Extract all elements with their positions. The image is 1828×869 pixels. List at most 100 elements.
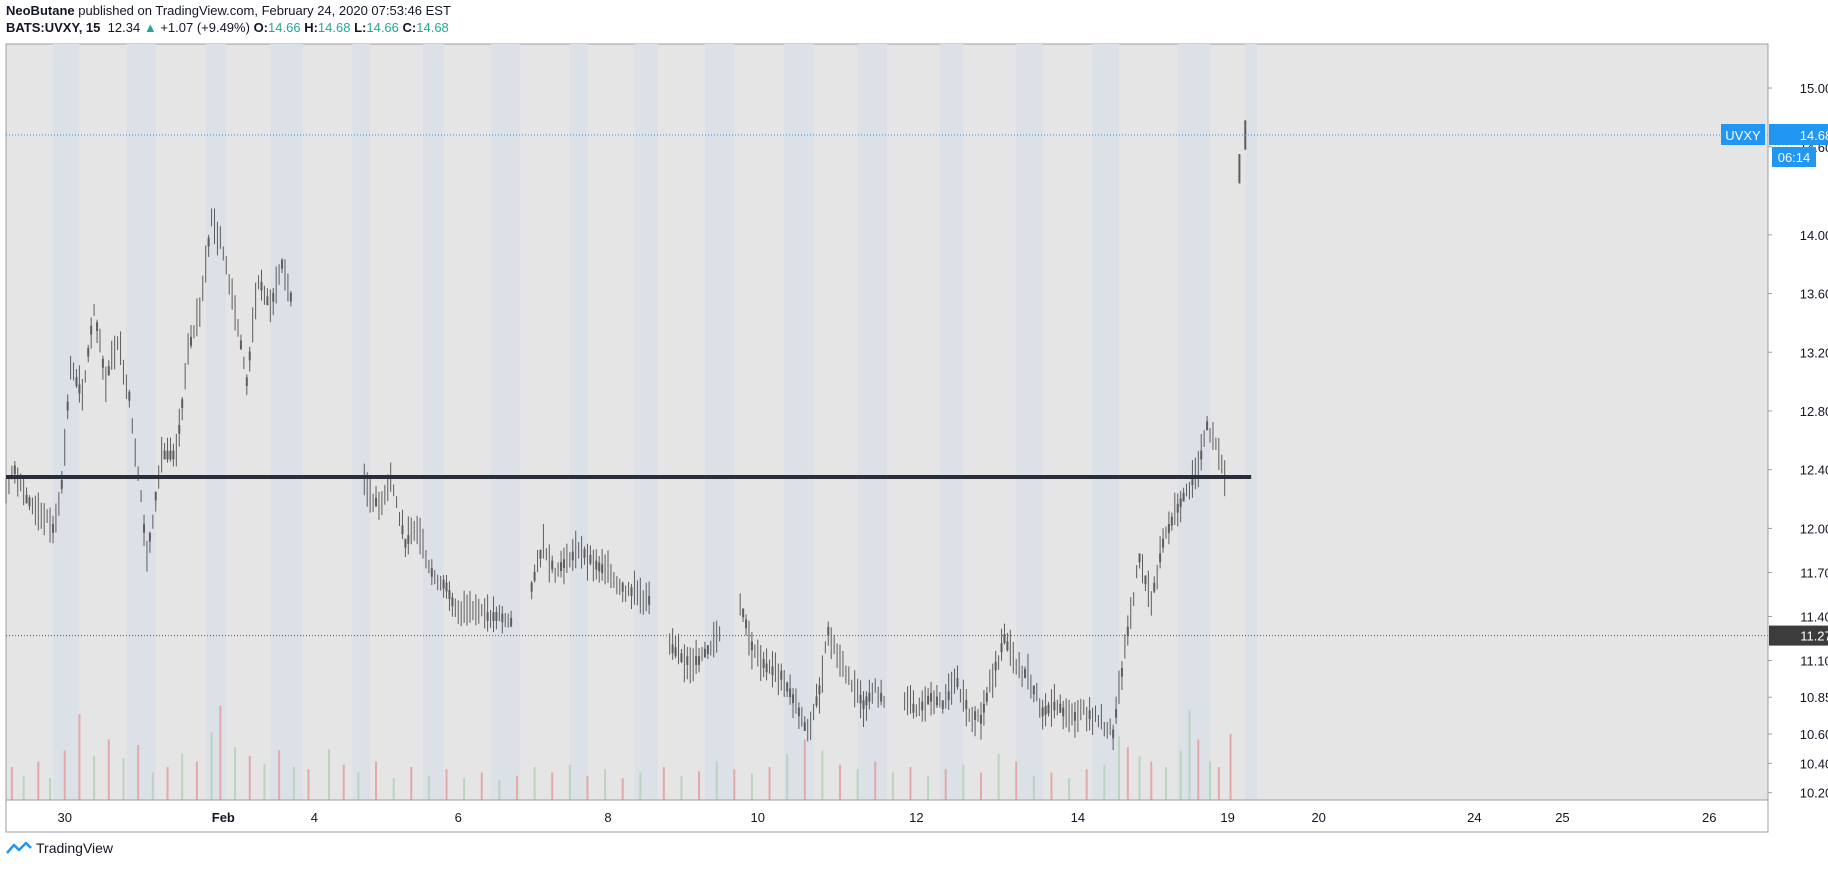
volume-bar <box>662 767 665 800</box>
session-band <box>126 44 156 800</box>
y-tick-label: 10.85 <box>1800 690 1828 705</box>
low-value: 14.66 <box>366 20 399 35</box>
candle-body <box>865 696 868 706</box>
candle-body <box>562 559 565 569</box>
y-tick-label: 10.40 <box>1800 756 1828 771</box>
volume-bar <box>427 775 430 800</box>
candle-body <box>486 612 489 621</box>
candle-body <box>28 497 31 507</box>
candle-body <box>1024 668 1027 678</box>
volume-bar <box>1150 761 1153 800</box>
volume-bar <box>962 764 965 800</box>
time-axis[interactable] <box>5 799 1769 833</box>
candle-body <box>583 548 586 558</box>
candle-body <box>1167 524 1170 533</box>
last-price-tag: 14.68 <box>1800 128 1828 143</box>
candle-body <box>430 568 433 577</box>
candle-body <box>143 524 146 533</box>
candle-body <box>1032 685 1035 695</box>
candle-body <box>921 701 924 711</box>
session-band <box>1177 44 1211 800</box>
session-band <box>490 44 520 800</box>
candle-body <box>648 595 651 605</box>
volume-bar <box>219 705 222 800</box>
candle-body <box>87 347 90 357</box>
volume-bar <box>891 772 894 800</box>
candle-body <box>1159 553 1162 563</box>
candle-body <box>25 494 28 504</box>
candle-body <box>266 296 269 306</box>
candle-body <box>510 617 513 627</box>
candle-body <box>1062 707 1065 717</box>
candle-body <box>630 587 633 596</box>
x-tick-label: 12 <box>909 810 923 825</box>
volume-bar <box>10 767 13 800</box>
volume-bar <box>498 780 501 800</box>
countdown-tag: 06:14 <box>1778 150 1811 165</box>
candle-body <box>745 619 748 629</box>
candle-body <box>178 424 181 434</box>
volume-bar <box>874 761 877 800</box>
candle-body <box>107 366 110 376</box>
volume-bar <box>37 761 40 800</box>
x-tick-label: 8 <box>604 810 611 825</box>
candle-body <box>154 491 157 501</box>
volume-bar <box>263 763 266 800</box>
candle-body <box>248 351 251 361</box>
volume-bar <box>278 750 281 800</box>
x-tick-label: 26 <box>1702 810 1716 825</box>
footer-brand[interactable]: TradingView <box>6 840 113 856</box>
candle-body <box>695 656 698 665</box>
support-tag-bg <box>1769 625 1828 646</box>
volume-bar <box>480 772 483 800</box>
candle-body <box>1170 516 1173 526</box>
candle-body <box>1182 492 1185 502</box>
candle-body <box>172 450 175 460</box>
volume-bar <box>166 767 169 800</box>
candle-body <box>560 562 563 571</box>
volume-bar <box>927 775 930 800</box>
candle-body <box>1144 575 1147 585</box>
candle-body <box>956 678 959 687</box>
volume-bar <box>1015 761 1018 800</box>
candle-body <box>501 613 504 623</box>
y-tick-label: 12.40 <box>1800 463 1828 478</box>
volume-bar <box>248 756 251 800</box>
volume-bar <box>1209 761 1212 800</box>
support-tag: 11.27 <box>1800 629 1828 644</box>
candle-body <box>947 691 950 701</box>
volume-bar <box>639 772 642 800</box>
countdown-tag-bg <box>1772 147 1816 168</box>
candle-body <box>60 479 63 489</box>
price-series <box>5 120 1247 751</box>
candle-body <box>539 549 542 559</box>
candle-body <box>965 700 968 709</box>
session-band <box>52 44 80 800</box>
volume-bar <box>445 769 448 800</box>
volume-bar <box>93 756 96 800</box>
volume-bar <box>821 750 824 800</box>
candle-body <box>912 703 915 713</box>
volume-bar <box>604 769 607 800</box>
volume-bar <box>210 731 213 800</box>
drawn-lines <box>6 134 1768 637</box>
volume-bar <box>22 775 25 800</box>
candle-body <box>589 554 592 564</box>
candle-body <box>762 659 765 668</box>
candle-body <box>445 582 448 592</box>
candle-body <box>90 325 93 335</box>
author-name[interactable]: NeoButane <box>6 3 75 18</box>
candle-body <box>1176 503 1179 513</box>
candle-body <box>771 666 774 676</box>
y-tick-label: 11.10 <box>1800 654 1828 669</box>
candle-body <box>101 358 104 368</box>
publish-info: NeoButane published on TradingView.com, … <box>6 3 451 18</box>
candle-body <box>818 685 821 695</box>
price-axis[interactable] <box>1768 44 1828 832</box>
y-tick-label: 13.20 <box>1800 345 1828 360</box>
candle-body <box>260 281 263 291</box>
y-tick-label: 11.40 <box>1800 610 1828 625</box>
volume-bar <box>181 753 184 800</box>
x-tick-label: 25 <box>1555 810 1569 825</box>
